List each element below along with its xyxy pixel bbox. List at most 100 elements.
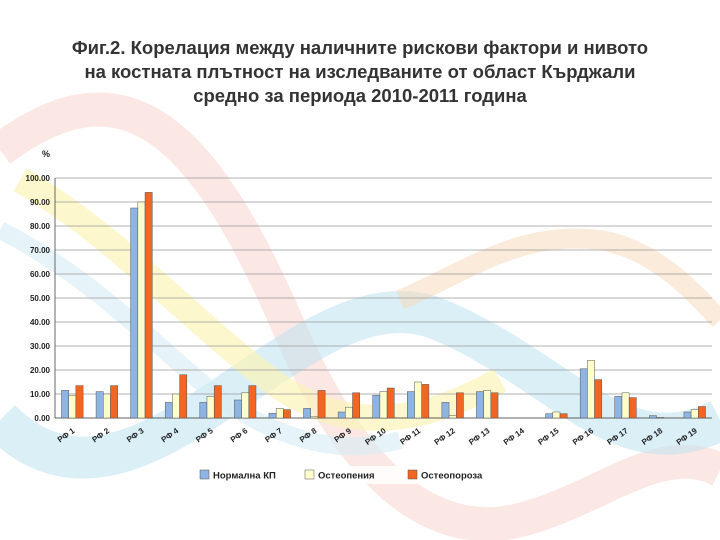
title-line-2: на костната плътност на изследваните от … xyxy=(84,61,636,82)
bar-3 xyxy=(144,192,153,419)
title-line-1: Фиг.2. Корелация между наличните рискови… xyxy=(71,37,649,58)
x-tick-label: РФ 13 xyxy=(467,426,492,447)
x-tick-label: РФ 11 xyxy=(398,426,422,447)
x-tick-label: РФ 2 xyxy=(91,426,112,444)
bar-2 xyxy=(103,393,111,419)
bar-2 xyxy=(172,393,180,419)
x-tick-label: РФ 4 xyxy=(160,426,181,444)
y-tick-label: 90.00 xyxy=(30,198,51,207)
bar-3 xyxy=(352,392,360,419)
bar-2 xyxy=(621,392,630,419)
x-tick-label: РФ 3 xyxy=(125,426,146,444)
bar-3 xyxy=(698,406,706,419)
legend-label: Остеопороза xyxy=(421,471,483,482)
bar-3 xyxy=(317,390,326,419)
bar-1 xyxy=(164,402,173,419)
bar-1 xyxy=(234,399,242,419)
bar-2 xyxy=(379,391,388,419)
bar-1 xyxy=(476,391,484,419)
x-tick-label: РФ 17 xyxy=(606,426,631,447)
bar-2 xyxy=(414,381,422,419)
bars xyxy=(61,192,706,419)
bar-3 xyxy=(110,385,118,419)
y-tick-label: 0.00 xyxy=(34,414,50,423)
bar-2 xyxy=(483,390,492,419)
bar-1 xyxy=(95,391,104,419)
legend-box xyxy=(195,466,495,484)
y-tick-label: 80.00 xyxy=(30,222,51,231)
y-tick-label: 30.00 xyxy=(30,342,51,351)
x-tick-label: РФ 14 xyxy=(502,426,527,447)
bar-3 xyxy=(283,409,291,419)
x-tick-label: РФ 12 xyxy=(433,426,458,447)
x-tick-label: РФ 9 xyxy=(333,426,354,444)
bar-1 xyxy=(649,415,657,419)
bar-2 xyxy=(587,360,595,419)
x-tick-label: РФ 7 xyxy=(263,426,284,444)
y-tick-label: 100.00 xyxy=(26,174,51,183)
x-tick-label: РФ 1 xyxy=(56,426,77,444)
legend-label: Остеопения xyxy=(318,471,375,482)
x-tick-label: РФ 18 xyxy=(640,426,665,447)
bar-1 xyxy=(372,394,381,419)
bar-2 xyxy=(275,408,284,419)
x-tick-label: РФ 15 xyxy=(536,426,561,447)
bar-3 xyxy=(594,379,603,419)
bar-1 xyxy=(130,207,139,419)
legend-swatch xyxy=(407,469,418,480)
legend-swatch xyxy=(199,469,210,480)
bar-1 xyxy=(579,368,588,419)
bar-2 xyxy=(310,416,319,419)
bar-1 xyxy=(303,408,311,419)
x-tick-label: РФ 8 xyxy=(298,426,319,444)
bar-1 xyxy=(337,411,346,419)
bar-1 xyxy=(61,390,69,419)
bar-3 xyxy=(248,385,257,419)
bar-1 xyxy=(683,411,692,419)
legend-label: Нормална КП xyxy=(213,471,276,482)
chart-title: Фиг.2. Корелация между наличните рискови… xyxy=(20,36,700,108)
bar-1 xyxy=(614,396,623,419)
x-tick-label: РФ 16 xyxy=(571,426,596,447)
x-tick-label: РФ 10 xyxy=(363,426,388,447)
y-tick-label: 40.00 xyxy=(30,318,51,327)
title-line-3: средно за периода 2010-2011 година xyxy=(193,85,527,106)
bar-2 xyxy=(552,411,561,419)
y-axis-label: % xyxy=(42,149,50,159)
bar-3 xyxy=(75,385,84,419)
bar-3 xyxy=(559,413,568,419)
y-tick-label: 50.00 xyxy=(30,294,51,303)
bar-2 xyxy=(68,394,77,419)
bar-3 xyxy=(179,374,188,419)
y-tick-label: 10.00 xyxy=(30,390,51,399)
gridlines xyxy=(55,177,712,419)
bar-3 xyxy=(421,384,430,419)
bar-3 xyxy=(490,392,499,419)
y-tick-label: 20.00 xyxy=(30,366,51,375)
bar-3 xyxy=(628,397,637,419)
legend-swatch xyxy=(304,469,315,480)
bar-2 xyxy=(206,396,215,419)
y-tick-label: 70.00 xyxy=(30,246,51,255)
bar-1 xyxy=(545,413,554,419)
bar-3 xyxy=(386,387,395,419)
x-tick-label: РФ 6 xyxy=(229,426,250,444)
bar-2 xyxy=(345,406,353,419)
bar-2 xyxy=(241,392,250,419)
x-tick-label: РФ 19 xyxy=(675,426,700,447)
bar-1 xyxy=(199,402,208,419)
bar-1 xyxy=(268,412,277,419)
bar-3 xyxy=(456,392,464,419)
bar-2 xyxy=(137,201,146,419)
y-tick-label: 60.00 xyxy=(30,270,51,279)
bar-1 xyxy=(407,391,415,419)
bar-2 xyxy=(690,409,699,419)
bar-2 xyxy=(448,415,457,419)
x-tick-label: РФ 5 xyxy=(194,426,215,444)
legend: Нормална КП Остеопения Остеопороза xyxy=(195,466,495,484)
bar-2 xyxy=(656,417,664,419)
bar-1 xyxy=(441,402,450,419)
bar-3 xyxy=(213,385,222,419)
